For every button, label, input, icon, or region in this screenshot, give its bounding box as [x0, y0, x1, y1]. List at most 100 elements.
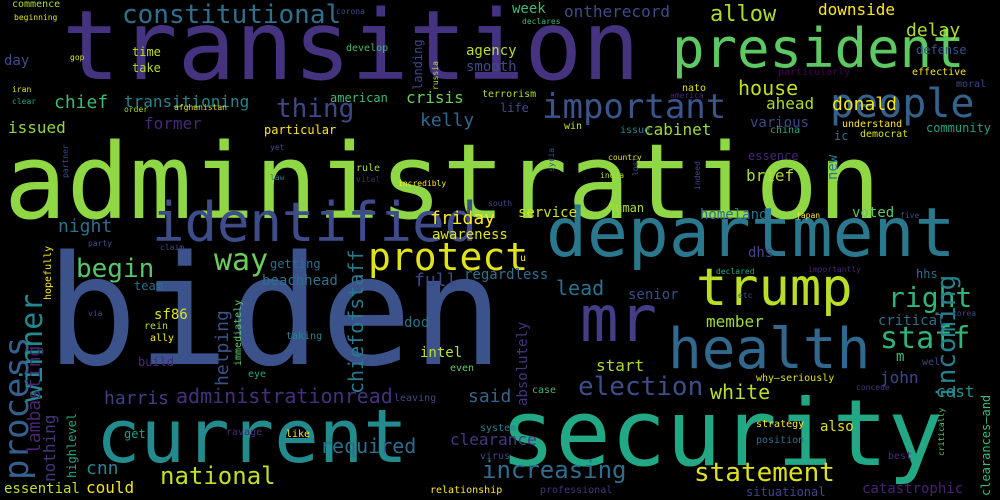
word-system: system	[480, 423, 517, 434]
word-harris: harris	[104, 388, 170, 409]
word-also: also	[820, 419, 854, 435]
word-landing: landing	[411, 39, 425, 90]
word-life: life	[500, 101, 529, 115]
word-iran: iran	[12, 85, 32, 94]
word-order: order	[124, 105, 149, 114]
word-week: week	[512, 1, 546, 17]
word-particularly: particularly	[778, 67, 851, 78]
word-take: take	[132, 61, 161, 75]
word-relationship: relationship	[430, 485, 503, 496]
word-declared: declared	[716, 267, 755, 276]
word-getting: getting	[270, 257, 321, 271]
word-chiefofstaff: chiefofstaff	[344, 249, 368, 395]
word-eye: eye	[248, 369, 267, 380]
word-dod: dod	[404, 315, 430, 331]
word-administrationread: administrationread	[176, 384, 393, 408]
word-election: election	[578, 372, 704, 402]
word-nato: nato	[682, 83, 707, 94]
word-moral: moral	[956, 79, 987, 90]
word-beginning: beginning	[14, 13, 58, 22]
word-hopefully: hopefully	[43, 245, 54, 300]
word-friday: friday	[430, 208, 496, 229]
word-day: day	[4, 53, 30, 69]
word-gop: gop	[70, 53, 85, 62]
word-voted: voted	[852, 205, 895, 221]
word-like: like	[286, 429, 311, 440]
word-mr: mr	[580, 283, 658, 357]
word-people: people	[830, 81, 975, 127]
word-hhs: hhs	[916, 267, 938, 281]
word-crisis: crisis	[406, 88, 464, 107]
word-five: five	[900, 211, 920, 220]
word-ravage: ravage	[226, 427, 263, 438]
word-situational: situational	[746, 485, 826, 499]
word-awareness: awareness	[432, 227, 508, 243]
word-agency: agency	[466, 43, 517, 59]
word-virus: virus	[480, 451, 511, 462]
word-national: national	[160, 462, 276, 490]
word-current: current	[96, 394, 408, 480]
word-house: house	[738, 76, 799, 100]
word-full: full	[414, 270, 458, 291]
word-could: could	[86, 478, 135, 497]
word-transition: transition	[62, 0, 640, 102]
word-declares: declares	[522, 17, 561, 26]
word-community: community	[926, 121, 992, 135]
word-importantly: importantly	[808, 265, 861, 274]
word-constitutional: constitutional	[122, 0, 342, 30]
word-ally: ally	[150, 333, 175, 344]
word-intel: intel	[420, 345, 463, 361]
word-korea: korea	[952, 309, 977, 318]
word-catastrophic: catastrophic	[862, 481, 964, 497]
word-absolutely: absolutely	[515, 321, 531, 406]
word-night: night	[58, 216, 113, 237]
word-homeland: homeland	[700, 207, 768, 223]
word-party: party	[88, 239, 113, 248]
word-understand: understand	[842, 119, 903, 130]
word-kelly: kelly	[420, 110, 475, 131]
word-india: india	[600, 171, 625, 180]
word-dhs: dhs	[748, 245, 774, 261]
word-beachhead: beachhead	[262, 273, 338, 289]
word-human: human	[608, 201, 645, 215]
word-important: important	[542, 87, 727, 127]
word-develop: develop	[346, 43, 389, 54]
word-trump: trump	[696, 258, 853, 318]
word-position: position	[756, 435, 805, 446]
word-john: john	[880, 368, 919, 387]
word-thing: thing	[276, 94, 355, 124]
word-regardless: regardless	[464, 267, 549, 283]
word-corona: corona	[336, 7, 365, 16]
word-cabinet: cabinet	[644, 120, 712, 139]
word-sf86: sf86	[154, 307, 188, 323]
word-smooth: smooth	[466, 59, 517, 75]
word-senior: senior	[628, 287, 679, 303]
word-white: white	[710, 380, 771, 404]
word-transitioning: transitioning	[124, 92, 250, 111]
word-allow: allow	[710, 2, 777, 27]
word-critically: critically	[937, 407, 946, 456]
word-cost: cost	[936, 382, 975, 401]
word-way: way	[214, 243, 269, 278]
word-delay: delay	[906, 20, 961, 41]
word-highlevel: highlevel	[65, 412, 79, 478]
word-partner: partner	[61, 144, 70, 178]
word-team: team	[134, 279, 163, 293]
word-clearances-and: clearances—and	[979, 394, 993, 496]
word-well: well	[922, 357, 947, 368]
word-defense: defense	[916, 43, 967, 57]
word-cnn: cnn	[86, 458, 119, 479]
word-american: american	[330, 91, 388, 105]
word-incredibly: incredibly	[398, 179, 447, 188]
word-critical: critical	[878, 313, 946, 329]
word-ic: ic	[834, 129, 849, 143]
word-professional: professional	[540, 485, 613, 496]
word-required: required	[320, 434, 417, 458]
word-right: right	[888, 281, 973, 314]
word-taking: taking	[286, 331, 323, 342]
word-nothing: nothing	[40, 414, 59, 482]
word-clear: clear	[12, 97, 37, 106]
word-strategy: strategy	[756, 419, 805, 430]
word-vital: vital	[356, 175, 381, 184]
